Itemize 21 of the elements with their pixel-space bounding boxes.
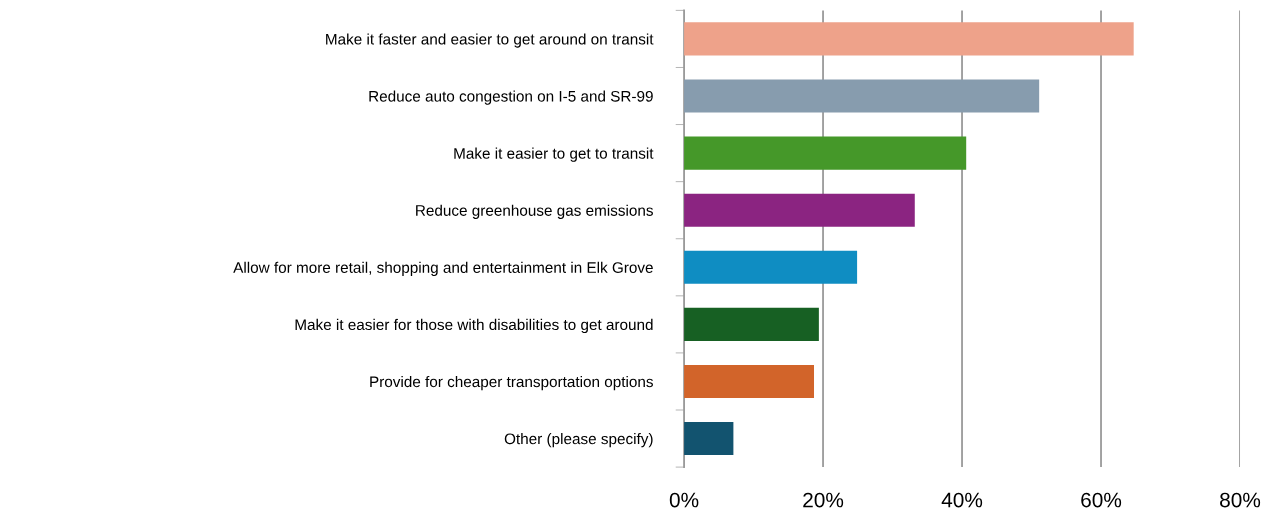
x-tick-label: 40% [941, 492, 983, 508]
x-tick-label: 0% [669, 492, 699, 508]
bar [684, 422, 734, 456]
bar [684, 250, 858, 284]
bar [684, 364, 815, 399]
bar [684, 193, 915, 227]
y-tick-label: Provide for cheaper transportation options [370, 375, 653, 391]
y-tick-label: Make it easier to get to transit [454, 147, 654, 162]
x-tick-label: 60% [1081, 492, 1122, 508]
bar [684, 136, 967, 170]
y-tick-label: Allow for more retail, shopping and entertainment in Elk Grove [233, 261, 653, 276]
bar [684, 307, 819, 341]
y-tick-label: Reduce auto congestion on I-5 and SR-99 [369, 90, 653, 105]
y-tick-label: Make it faster and easier to get around on transit [326, 33, 654, 48]
bar [684, 22, 1134, 56]
bar [684, 79, 1040, 113]
y-tick-label: Reduce greenhouse gas emissions [416, 204, 653, 219]
y-tick-label: Other (please specify) [504, 433, 653, 448]
x-tick-label: 20% [803, 492, 844, 508]
x-tick-label: 80% [1220, 492, 1261, 508]
y-tick-label: Make it easier for those with disabilities to get around [295, 318, 653, 334]
